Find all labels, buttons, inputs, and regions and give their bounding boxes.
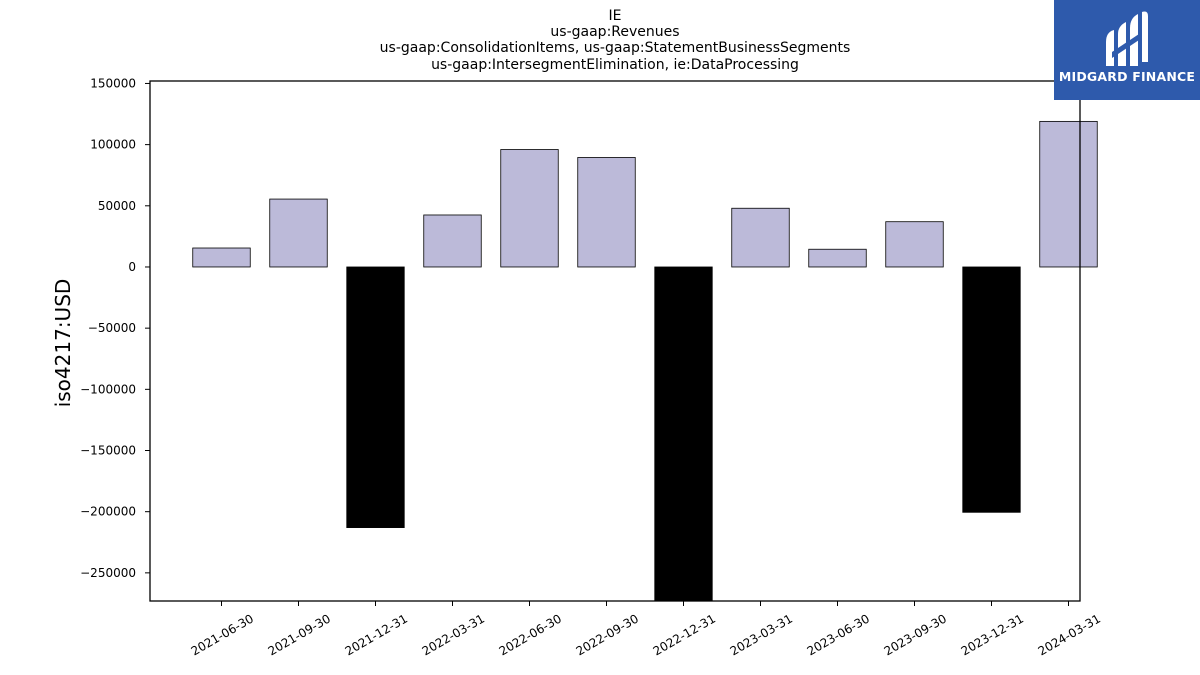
title-line-1: IE xyxy=(608,8,622,24)
bar-2023-06-30 xyxy=(808,248,867,268)
bar-2023-09-30 xyxy=(885,221,944,268)
midgard-logo-icon xyxy=(1106,11,1148,66)
bar-2022-12-31 xyxy=(654,266,713,602)
midgard-finance-logo: MIDGARD FINANCE xyxy=(1054,0,1200,100)
x-tick-label: 2022-12-31 xyxy=(651,611,718,658)
y-tick-label: 0 xyxy=(128,260,136,274)
x-tick-label: 2023-12-31 xyxy=(959,611,1026,658)
x-tick-label: 2022-09-30 xyxy=(574,611,641,658)
y-tick-label: −100000 xyxy=(80,382,136,396)
y-axis: 150000 100000 50000 0 −50000 −100000 −150000 −2… xyxy=(80,76,150,580)
y-tick-label: 100000 xyxy=(90,138,136,152)
bar-2022-06-30 xyxy=(500,149,559,268)
title-line-4: us-gaap:IntersegmentElimination, ie:Data… xyxy=(431,57,799,73)
bar-2023-12-31 xyxy=(962,266,1021,513)
plot-frame xyxy=(149,80,1081,602)
title-line-2: us-gaap:Revenues xyxy=(550,24,680,40)
y-tick-label: 150000 xyxy=(90,76,136,90)
x-tick-label: 2023-06-30 xyxy=(805,611,872,658)
bars-group xyxy=(192,120,1098,602)
y-tick-label: −50000 xyxy=(88,321,136,335)
bar-2021-12-31 xyxy=(346,266,405,528)
x-tick-label: 2024-03-31 xyxy=(1036,611,1103,658)
bar-2023-03-31 xyxy=(731,207,790,268)
x-tick-label: 2023-09-30 xyxy=(882,611,949,658)
y-tick-label: −200000 xyxy=(80,505,136,519)
x-tick-label: 2022-03-31 xyxy=(420,611,487,658)
x-tick-label: 2021-06-30 xyxy=(189,611,256,658)
bar-2021-06-30 xyxy=(192,247,251,268)
bar-2024-03-31 xyxy=(1039,120,1098,268)
title-line-3: us-gaap:ConsolidationItems, us-gaap:Stat… xyxy=(379,40,851,56)
y-tick-label: −250000 xyxy=(80,566,136,580)
x-tick-label: 2023-03-31 xyxy=(728,611,795,658)
y-tick-label: 50000 xyxy=(98,199,136,213)
x-tick-label: 2021-12-31 xyxy=(343,611,410,658)
x-axis: 2021-06-30 2021-09-30 2021-12-31 2022-03-31… xyxy=(189,601,1103,658)
logo-text: MIDGARD FINANCE xyxy=(1058,69,1196,84)
bar-2022-09-30 xyxy=(577,157,636,268)
x-tick-label: 2022-06-30 xyxy=(497,611,564,658)
x-tick-label: 2021-09-30 xyxy=(266,611,333,658)
bar-2022-03-31 xyxy=(423,214,482,268)
y-axis-label: iso4217:USD xyxy=(51,279,75,408)
y-tick-label: −150000 xyxy=(80,444,136,458)
bar-2021-09-30 xyxy=(269,198,328,268)
